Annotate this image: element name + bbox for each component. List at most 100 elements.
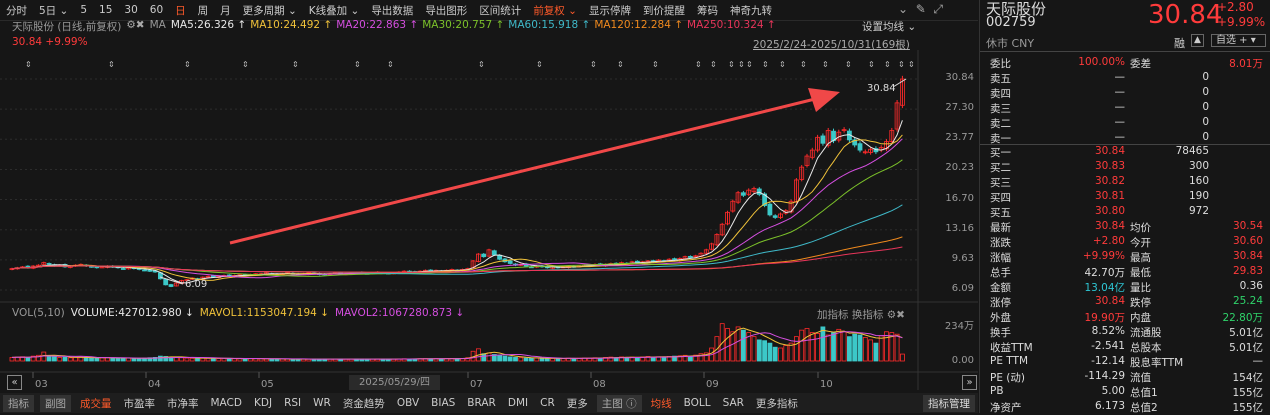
volume-bar: [30, 355, 36, 362]
indicator-item[interactable]: MACD: [210, 397, 242, 409]
cell: 金额: [990, 282, 1011, 294]
settings-icon[interactable]: ⚙✖: [126, 19, 145, 31]
indicator-item[interactable]: OBV: [396, 397, 420, 409]
event-marker-icon[interactable]: ⇕: [387, 60, 394, 69]
toolbar-item[interactable]: 5: [80, 4, 88, 16]
volume-bar: [735, 326, 741, 362]
event-marker-icon[interactable]: ⇕: [652, 60, 659, 69]
event-marker-icon[interactable]: ⇕: [868, 60, 875, 69]
toolbar-item[interactable]: 导出图形: [425, 4, 468, 17]
switch-indicator-button[interactable]: 换指标: [851, 309, 884, 321]
event-marker-icon[interactable]: ⇕: [779, 60, 786, 69]
candle-body: [475, 253, 481, 262]
indicator-tab[interactable]: 指标: [3, 394, 34, 412]
event-marker-icon[interactable]: ⇕: [728, 60, 735, 69]
toolbar-item[interactable]: 到价提醒: [642, 4, 685, 17]
event-marker-icon[interactable]: ⇕: [354, 60, 361, 69]
volume-bar: [226, 358, 232, 362]
y-tick-label: 9.63: [951, 252, 974, 264]
toolbar-item[interactable]: 区间统计: [479, 4, 522, 17]
toolbar-item[interactable]: 神奇九转: [729, 4, 772, 17]
event-marker-icon[interactable]: ⇕: [845, 60, 852, 69]
indicator-item[interactable]: CR: [540, 397, 555, 409]
toolbar-item[interactable]: 15: [99, 4, 113, 16]
indicator-item[interactable]: RSI: [284, 397, 302, 409]
toolbar-item[interactable]: 分时: [6, 4, 27, 17]
indicator-item[interactable]: BRAR: [467, 397, 496, 409]
candle-body: [147, 269, 153, 272]
indicator-item[interactable]: BIAS: [431, 397, 456, 409]
alert-bell-icon[interactable]: ▲: [1191, 34, 1204, 47]
toolbar-item[interactable]: 筹码: [696, 4, 718, 17]
toolbar-item[interactable]: 显示停牌: [588, 4, 631, 17]
indicator-item[interactable]: 资金趋势: [342, 397, 385, 410]
event-marker-icon[interactable]: ⇕: [617, 60, 624, 69]
main-indicator-item[interactable]: 均线: [650, 397, 672, 410]
indicator-manage-button[interactable]: 指标管理: [923, 394, 975, 412]
main-indicator-item[interactable]: 更多指标: [755, 397, 798, 410]
collapse-icon[interactable]: ⌄: [898, 2, 909, 16]
main-indicator-item[interactable]: BOLL: [683, 397, 711, 409]
cell: 155亿: [1232, 387, 1263, 399]
candle-body: [173, 282, 179, 287]
event-marker-icon[interactable]: ⇕: [762, 60, 769, 69]
stat-row: 换手 8.52% 流通股 5.01亿: [980, 325, 1270, 340]
toolbar-item[interactable]: 60: [149, 4, 164, 16]
toolbar-item[interactable]: 前复权 ⌄: [533, 4, 577, 17]
event-marker-icon[interactable]: ⇕: [884, 60, 891, 69]
toolbar-item[interactable]: 导出数据: [371, 4, 414, 17]
indicator-item[interactable]: 市盈率: [123, 397, 156, 410]
indicator-item[interactable]: 成交量: [80, 397, 112, 410]
event-marker-icon[interactable]: ⇕: [800, 60, 807, 69]
toolbar-item[interactable]: 30: [124, 4, 138, 16]
volume-bar: [831, 332, 836, 362]
candle-body: [719, 223, 725, 236]
event-marker-icon[interactable]: ⇕: [242, 60, 249, 69]
indicator-item[interactable]: KDJ: [253, 397, 273, 409]
event-marker-icon[interactable]: ⇕: [908, 60, 915, 69]
indicator-item[interactable]: 更多: [566, 397, 588, 410]
toolbar-item[interactable]: K线叠加 ⌄: [308, 4, 360, 17]
y-tick-label: 13.16: [945, 222, 974, 234]
set-ma-button[interactable]: 设置均线 ⌄: [862, 21, 917, 33]
toolbar-item[interactable]: 周: [197, 4, 209, 17]
trend-arrow: [229, 97, 816, 245]
add-indicator-button[interactable]: 加指标: [817, 309, 849, 321]
event-marker-icon[interactable]: ⇕: [478, 60, 485, 69]
cell: 总值2: [1130, 402, 1158, 414]
event-marker-icon[interactable]: ⇕: [898, 60, 905, 69]
indicator-item[interactable]: WR: [313, 397, 331, 409]
event-marker-icon[interactable]: ⇕: [25, 60, 32, 69]
brush-icon[interactable]: ✎: [915, 2, 926, 16]
fullscreen-icon[interactable]: ⤢: [933, 2, 944, 16]
event-marker-icon[interactable]: ⇕: [822, 60, 829, 69]
subchart-tab[interactable]: 副图: [40, 394, 71, 412]
toolbar-item[interactable]: 更多周期 ⌄: [242, 4, 297, 17]
event-marker-icon[interactable]: ⇕: [292, 60, 299, 69]
event-marker-icon[interactable]: ⇕: [746, 60, 753, 69]
volume-bar: [894, 333, 900, 362]
main-chart-tab[interactable]: 主图 ⓘ: [596, 394, 642, 412]
event-marker-icon[interactable]: ⇕: [695, 60, 702, 69]
date-range[interactable]: 2025/2/24-2025/10/31(169根): [753, 39, 910, 51]
event-marker-icon[interactable]: ⇕: [536, 60, 543, 69]
event-marker-icon[interactable]: ⇕: [738, 60, 745, 69]
stat-row: PB 5.00 总值1 155亿: [980, 385, 1270, 400]
watchlist-button[interactable]: 自选 + ▾: [1211, 34, 1266, 47]
volume-bar: [809, 332, 815, 362]
toolbar-item[interactable]: 月: [220, 4, 231, 17]
scroll-left-button[interactable]: «: [7, 375, 22, 390]
indicator-item[interactable]: 市净率: [167, 397, 199, 410]
main-indicator-item[interactable]: SAR: [722, 397, 744, 409]
toolbar-item[interactable]: 日: [175, 4, 186, 17]
event-marker-icon[interactable]: ⇕: [590, 60, 597, 69]
toolbar-item[interactable]: 5日 ⌄: [39, 4, 69, 17]
event-marker-icon[interactable]: ⇕: [108, 60, 115, 69]
settings-icon[interactable]: ⚙✖: [886, 309, 905, 321]
event-marker-icon[interactable]: ⇕: [710, 60, 717, 69]
event-marker-icon[interactable]: ⇕: [184, 60, 191, 69]
indicator-item[interactable]: DMI: [507, 397, 529, 409]
volume-bar: [794, 336, 799, 362]
scroll-right-button[interactable]: »: [962, 375, 977, 390]
